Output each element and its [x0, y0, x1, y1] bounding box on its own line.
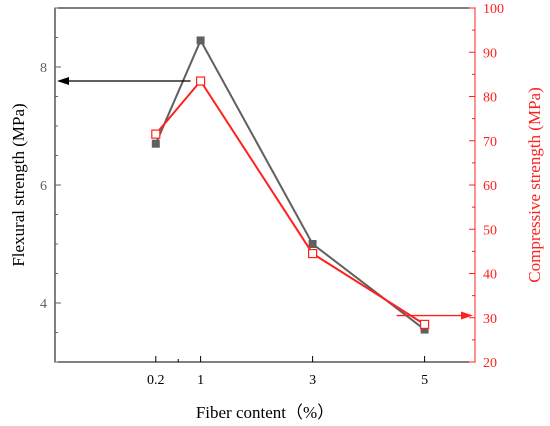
right-y-tick-label: 20	[483, 356, 497, 371]
right-y-axis: 20 30 40 50 60 70 80 90 100	[469, 2, 504, 371]
series-layer	[151, 36, 430, 334]
series-2-point	[308, 248, 318, 259]
right-y-tick-label: 100	[483, 2, 504, 17]
series-2-point	[196, 76, 206, 86]
series-2-line	[155, 79, 426, 326]
series-1-point	[308, 240, 317, 248]
right-y-tick-label: 40	[483, 268, 497, 283]
right-arrow-head	[461, 311, 473, 320]
left-y-axis-label: Flexural strength (MPa)	[9, 103, 28, 266]
left-y-tick-label: 6	[40, 179, 47, 194]
right-y-tick-label: 70	[483, 135, 497, 150]
right-y-tick-label: 80	[483, 91, 497, 106]
x-tick-label: 1	[197, 373, 204, 388]
right-y-tick-label: 60	[483, 179, 497, 194]
left-arrow-head	[57, 77, 69, 86]
series-1-line	[154, 38, 426, 331]
x-axis: 0.2 1 3 5	[147, 356, 428, 388]
left-y-tick-label: 8	[40, 61, 47, 76]
x-tick-label: 5	[421, 373, 428, 388]
series-2-point	[420, 319, 430, 329]
x-tick-label: 3	[309, 373, 316, 388]
series-1-point	[420, 325, 429, 334]
right-y-tick-label: 90	[483, 46, 497, 61]
right-y-axis-label: Compressive strength (MPa)	[525, 87, 544, 282]
series-2-point	[151, 129, 161, 139]
right-y-tick-label: 30	[483, 312, 497, 327]
annotation-layer	[57, 77, 473, 320]
series-1-point	[151, 139, 160, 148]
right-y-tick-label: 50	[483, 223, 497, 238]
series-1-point	[196, 36, 205, 45]
x-tick-label: 0.2	[147, 373, 165, 388]
left-y-tick-label: 4	[40, 297, 47, 312]
plot-frame	[54, 7, 476, 363]
left-y-axis: 4 6 8	[40, 7, 61, 363]
x-axis-label: Fiber content（%）	[196, 403, 334, 422]
